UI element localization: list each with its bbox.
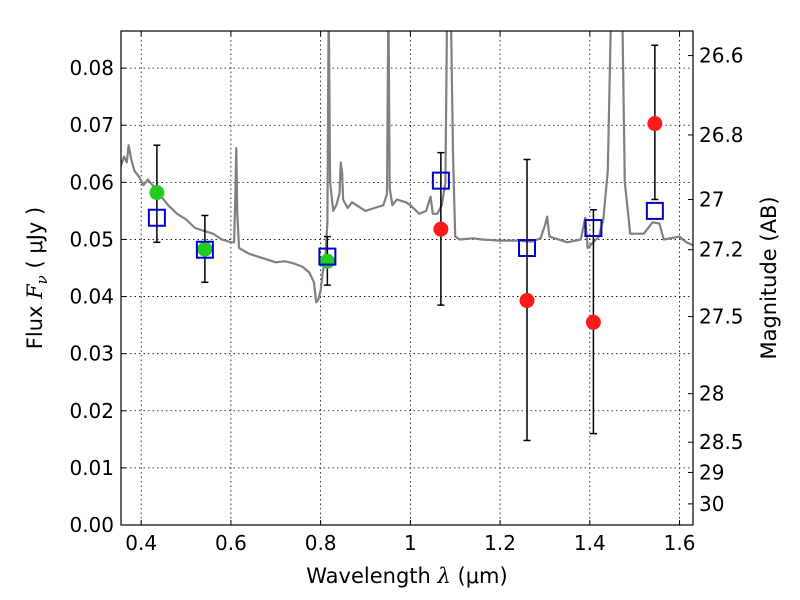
plot-frame (120, 30, 694, 526)
square-point (147, 208, 166, 227)
circle-point (197, 241, 213, 257)
y-tick-label: 0.02 (69, 399, 114, 423)
x-tick-label: 0.8 (305, 531, 337, 555)
model-spectrum-layer (121, 31, 693, 304)
square-point (318, 247, 337, 266)
magnitude-tick-label: 27.2 (699, 238, 744, 262)
y-tick-label: 0.00 (69, 513, 114, 537)
y-tick-label: 0.07 (69, 113, 114, 137)
circle-point (433, 221, 449, 237)
y-axis-label-right: Magnitude (AB) (757, 196, 781, 359)
square-point (584, 219, 603, 238)
magnitude-tick-label: 30 (699, 492, 724, 516)
y-tick-label: 0.04 (69, 285, 114, 309)
y-tick-label: 0.05 (69, 227, 114, 251)
tick-layer: 0.4 0.6 0.8 1 1.2 1.4 1.6 0.00 0.01 0.02 0.03 0.04 0… (69, 31, 744, 555)
x-tick-label: 1.2 (484, 531, 516, 555)
y-tick-label: 0.01 (69, 456, 114, 480)
magnitude-tick-label: 27.5 (699, 305, 744, 329)
x-tick-label: 1.4 (574, 531, 606, 555)
x-tick-label: 1 (404, 531, 417, 555)
square-point (645, 201, 664, 220)
circle-point (319, 253, 335, 269)
circle-point (647, 116, 663, 132)
square-point (431, 171, 450, 190)
circle-point (585, 314, 601, 330)
x-tick-label: 1.6 (664, 531, 696, 555)
y-axis-label: Flux Fν ( μJy ) (23, 207, 51, 349)
x-axis-label: Wavelength λ (μm) (306, 564, 507, 588)
square-point (195, 240, 214, 259)
model-spectrum-line (121, 31, 693, 304)
grid (121, 31, 693, 526)
y-tick-label: 0.06 (69, 170, 114, 194)
x-tick-label: 0.6 (215, 531, 247, 555)
magnitude-tick-label: 29 (699, 460, 724, 484)
circle-point (519, 293, 535, 309)
magnitude-tick-label: 26.6 (699, 44, 744, 68)
magnitude-tick-label: 28 (699, 382, 724, 406)
circle-point (149, 185, 165, 201)
magnitude-tick-label: 26.8 (699, 123, 744, 147)
data-point-layer (147, 116, 664, 330)
x-tick-label: 0.4 (125, 531, 157, 555)
magnitude-tick-label: 27 (699, 187, 724, 211)
square-point (518, 239, 537, 258)
y-tick-label: 0.03 (69, 342, 114, 366)
magnitude-tick-label: 28.5 (699, 430, 744, 454)
y-tick-label: 0.08 (69, 56, 114, 80)
